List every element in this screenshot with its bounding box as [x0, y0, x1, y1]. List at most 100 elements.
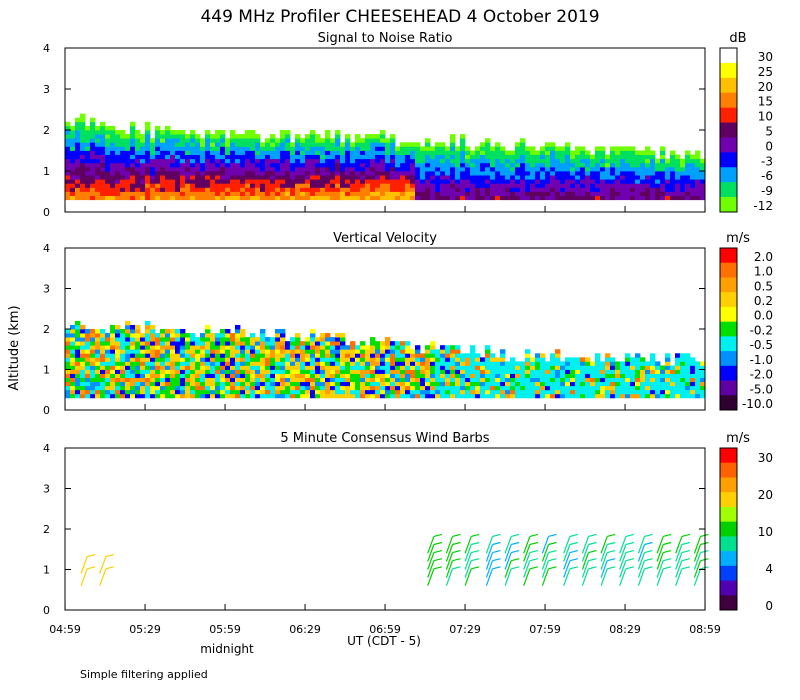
velocity-cell: [440, 353, 446, 358]
snr-cell: [445, 171, 451, 176]
snr-cell: [320, 175, 326, 180]
velocity-cell: [400, 385, 406, 391]
snr-cell: [110, 187, 116, 192]
velocity-cell: [445, 381, 451, 387]
velocity-cell: [200, 373, 206, 378]
velocity-cell: [240, 385, 246, 391]
velocity-cell: [415, 349, 421, 354]
snr-cell: [70, 158, 76, 164]
snr-cell: [140, 179, 146, 184]
snr-cell: [90, 138, 96, 143]
snr-cell: [370, 138, 376, 143]
velocity-cell: [520, 365, 526, 370]
velocity-cell: [310, 369, 316, 374]
snr-cell: [340, 175, 346, 180]
snr-cell: [590, 195, 596, 201]
snr-cell: [105, 171, 111, 176]
snr-cell: [410, 166, 416, 172]
snr-cell: [420, 146, 426, 151]
snr-colorbar-label: 30: [758, 50, 773, 64]
velocity-cell: [95, 369, 101, 374]
snr-cell: [245, 142, 251, 147]
velocity-cell: [410, 393, 416, 399]
velocity-cell: [215, 377, 221, 383]
snr-cell: [95, 195, 101, 201]
snr-cell: [305, 166, 311, 172]
snr-cell: [175, 175, 181, 180]
velocity-cell: [310, 373, 316, 378]
velocity-cell: [625, 353, 631, 358]
snr-cell: [520, 179, 526, 184]
snr-cell: [450, 187, 456, 192]
snr-cell: [530, 154, 536, 160]
y-axis-label: Altitude (km): [7, 305, 22, 390]
velocity-cell: [455, 365, 461, 370]
velocity-cell: [555, 357, 561, 362]
snr-cell: [305, 138, 311, 143]
velocity-cell: [465, 373, 471, 378]
velocity-cell: [260, 329, 266, 334]
velocity-cell: [170, 353, 176, 358]
velocity-cell: [105, 377, 111, 383]
snr-cell: [580, 183, 586, 188]
velocity-cell: [190, 333, 196, 338]
main-title: 449 MHz Profiler CHEESEHEAD 4 October 20…: [200, 7, 599, 27]
snr-cell: [90, 117, 96, 123]
velocity-cell: [120, 389, 126, 395]
barbs-ytick-label: 0: [43, 604, 50, 617]
velocity-cell: [95, 373, 101, 378]
snr-cell: [590, 162, 596, 168]
velocity-cell: [515, 385, 521, 391]
snr-cell: [290, 191, 296, 196]
velocity-cell: [485, 365, 491, 370]
snr-cell: [85, 162, 91, 168]
velocity-cell: [665, 361, 671, 366]
snr-cell: [120, 158, 126, 164]
velocity-cell: [155, 353, 161, 358]
velocity-cell: [230, 349, 236, 354]
snr-cell: [540, 183, 546, 188]
velocity-cell: [565, 385, 571, 391]
velocity-cell: [580, 369, 586, 374]
velocity-cell: [610, 361, 616, 366]
snr-cell: [245, 179, 251, 184]
snr-cell: [550, 150, 556, 155]
wind-barb-flag: [433, 541, 443, 546]
velocity-cell: [170, 341, 176, 346]
velocity-cell: [125, 365, 131, 370]
snr-cell: [100, 175, 106, 180]
snr-cell: [585, 187, 591, 192]
velocity-cell: [240, 349, 246, 354]
snr-cell: [470, 162, 476, 168]
snr-cell: [585, 166, 591, 172]
snr-cell: [625, 175, 631, 180]
velocity-cell: [480, 369, 486, 374]
snr-cell: [200, 191, 206, 196]
snr-cell: [310, 130, 316, 135]
snr-cell: [175, 162, 181, 168]
velocity-cell: [585, 389, 591, 395]
snr-cell: [335, 142, 341, 147]
snr-colorbar-label: -9: [761, 184, 773, 198]
velocity-cell: [410, 373, 416, 378]
snr-cell: [240, 162, 246, 168]
velocity-cell: [215, 393, 221, 399]
velocity-cell: [395, 353, 401, 358]
wind-barb-flag: [681, 541, 691, 546]
velocity-cell: [505, 377, 511, 383]
snr-cell: [335, 158, 341, 164]
snr-cell: [315, 166, 321, 172]
velocity-cell: [120, 373, 126, 378]
snr-cell: [405, 171, 411, 176]
snr-cell: [700, 187, 706, 192]
snr-cell: [110, 183, 116, 188]
velocity-cell: [435, 357, 441, 362]
velocity-cell: [640, 393, 646, 399]
snr-cell: [290, 166, 296, 172]
velocity-cell: [665, 385, 671, 391]
velocity-cell: [595, 353, 601, 358]
velocity-cell: [435, 369, 441, 374]
velocity-cell: [260, 381, 266, 387]
snr-cell: [260, 195, 266, 201]
snr-cell: [605, 158, 611, 164]
